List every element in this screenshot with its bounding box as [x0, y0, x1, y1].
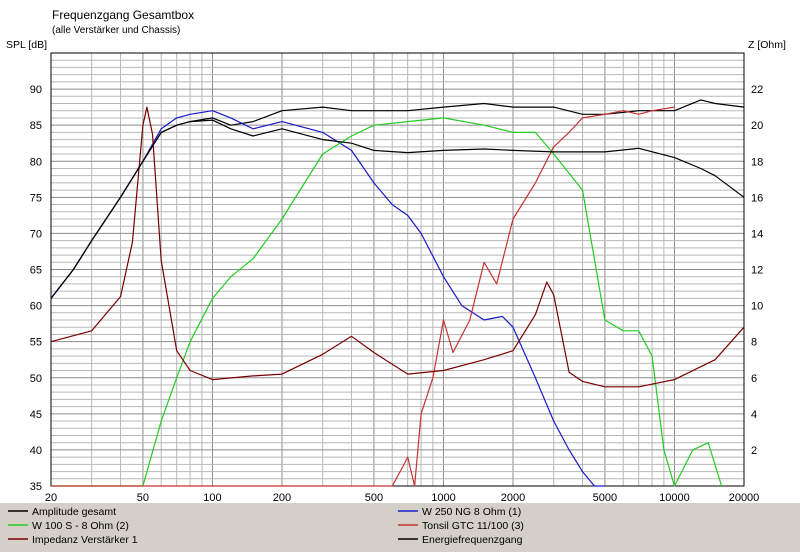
left-axis-label: SPL [dB] — [6, 39, 47, 51]
x-tick-label: 10000 — [659, 492, 690, 504]
y-tick-label: 75 — [30, 192, 42, 204]
y2-tick-label: 18 — [751, 156, 763, 168]
y-tick-label: 40 — [30, 445, 42, 457]
y2-tick-label: 2 — [751, 445, 757, 457]
y-tick-label: 35 — [30, 481, 42, 493]
grid — [50, 52, 745, 487]
x-tick-label: 100 — [203, 492, 221, 504]
y-tick-label: 45 — [30, 409, 42, 421]
x-tick-label: 5000 — [593, 492, 617, 504]
x-tick-label: 200 — [273, 492, 291, 504]
plot-frame — [50, 52, 745, 487]
legend-entry: Energiefrequenzgang — [422, 534, 523, 546]
series-line-2 — [50, 110, 605, 487]
right-axis-label: Z [Ohm] — [748, 39, 786, 51]
y2-tick-label: 12 — [751, 265, 763, 277]
y-tick-label: 70 — [30, 228, 42, 240]
legend-entry: Impedanz Verstärker 1 — [32, 534, 138, 546]
series-line-4 — [51, 106, 675, 487]
y-tick-label: 60 — [30, 301, 42, 313]
y-tick-label: 80 — [30, 156, 42, 168]
legend-entry: W 100 S - 8 Ohm (2) — [32, 520, 129, 532]
y2-tick-label: 4 — [751, 409, 757, 421]
y2-tick-label: 22 — [751, 84, 763, 96]
series-line-5 — [50, 106, 745, 388]
y2-tick-label: 8 — [751, 337, 757, 349]
series-line-6 — [50, 119, 745, 299]
tick-labels: 35 40 45 50 55 60 65 70 75 80 85 90 2 4 6 8 10 12 14 16 18 20… — [30, 84, 764, 504]
y2-tick-label: 14 — [751, 228, 763, 240]
x-tick-label: 50 — [137, 492, 149, 504]
y-tick-label: 90 — [30, 84, 42, 96]
y2-tick-label: 16 — [751, 192, 763, 204]
legend: Amplitude gesamt W 250 NG 8 Ohm (1) W 100 … — [8, 506, 524, 546]
y-tick-label: 65 — [30, 265, 42, 277]
curves — [50, 99, 745, 487]
legend-entry: Tonsil GTC 11/100 (3) — [422, 520, 524, 532]
legend-entry: Amplitude gesamt — [32, 506, 116, 518]
y2-tick-label: 10 — [751, 301, 763, 313]
x-tick-label: 20 — [45, 492, 57, 504]
x-tick-label: 2000 — [501, 492, 525, 504]
x-tick-label: 500 — [365, 492, 383, 504]
legend-entry: W 250 NG 8 Ohm (1) — [422, 506, 521, 518]
y2-tick-label: 6 — [751, 373, 757, 385]
y2-tick-label: 20 — [751, 120, 763, 132]
chart-subtitle: (alle Verstärker und Chassis) — [52, 25, 180, 36]
y-tick-label: 85 — [30, 120, 42, 132]
x-tick-label: 20000 — [729, 492, 760, 504]
chart-title: Frequenzgang Gesamtbox — [52, 8, 194, 22]
y-tick-label: 55 — [30, 337, 42, 349]
y-tick-label: 50 — [30, 373, 42, 385]
x-tick-label: 1000 — [431, 492, 455, 504]
series-line-3 — [51, 117, 723, 487]
